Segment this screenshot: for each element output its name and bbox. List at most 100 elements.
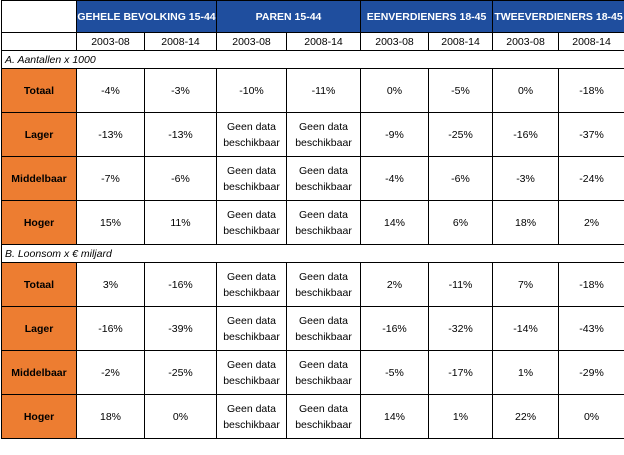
no-data-line-2: beschikbaar — [223, 224, 280, 237]
value-cell: -3% — [143, 68, 218, 113]
no-data-cell: Geen data beschikbaar — [216, 156, 288, 201]
no-data-cell: Geen data beschikbaar — [216, 394, 288, 439]
no-data-line-1: Geen data — [298, 208, 349, 221]
period-row: 2003-08 2008-14 2003-08 2008-14 2003-08 2008-… — [1, 32, 624, 51]
value-cell: -16% — [76, 306, 145, 351]
value-cell: -5% — [428, 68, 494, 113]
row-label: Lager — [1, 112, 77, 157]
value-cell: -11% — [286, 68, 362, 113]
table-row: Totaal 3% -16% Geen data beschikbaar Geen dat… — [1, 262, 624, 307]
section-title-row: B. Loonsom x € miljard — [0, 244, 624, 263]
value-cell: -25% — [428, 112, 494, 157]
period-header: 2003-08 — [76, 32, 145, 51]
comparison-table: GEHELE BEVOLKING 15-44 PAREN 15-44 EENVERD… — [0, 0, 624, 439]
no-data-cell: Geen data beschikbaar — [286, 306, 362, 351]
no-data-cell: Geen data beschikbaar — [216, 350, 288, 395]
value-cell: -24% — [558, 156, 624, 201]
value-cell: -16% — [492, 112, 560, 157]
no-data-cell: Geen data beschikbaar — [286, 200, 362, 245]
group-header-row: GEHELE BEVOLKING 15-44 PAREN 15-44 EENVERD… — [1, 0, 624, 33]
value-cell: -16% — [360, 306, 430, 351]
value-cell: 3% — [76, 262, 145, 307]
row-label: Hoger — [1, 394, 77, 439]
table-row: Lager -16% -39% Geen data beschikbaar Geen da… — [1, 306, 624, 351]
no-data-line-1: Geen data — [226, 270, 277, 283]
no-data-line-2: beschikbaar — [295, 136, 352, 149]
no-data-line-2: beschikbaar — [295, 180, 352, 193]
period-header: 2003-08 — [360, 32, 430, 51]
value-cell: -5% — [360, 350, 430, 395]
section-title: A. Aantallen x 1000 — [0, 50, 624, 69]
value-cell: 7% — [492, 262, 560, 307]
group-header: TWEEVERDIENERS 18-45 — [492, 0, 624, 33]
row-label: Middelbaar — [1, 350, 77, 395]
value-cell: -25% — [143, 350, 218, 395]
period-corner-cell — [1, 32, 77, 51]
value-cell: 11% — [143, 200, 218, 245]
value-cell: 14% — [360, 200, 430, 245]
value-cell: -6% — [143, 156, 218, 201]
no-data-line-1: Geen data — [226, 358, 277, 371]
row-label: Totaal — [1, 262, 77, 307]
row-label: Middelbaar — [1, 156, 77, 201]
no-data-line-2: beschikbaar — [295, 418, 352, 431]
no-data-cell: Geen data beschikbaar — [286, 156, 362, 201]
no-data-line-1: Geen data — [298, 402, 349, 415]
value-cell: -32% — [428, 306, 494, 351]
no-data-line-1: Geen data — [226, 402, 277, 415]
value-cell: 15% — [76, 200, 145, 245]
no-data-line-1: Geen data — [226, 208, 277, 221]
section-title: B. Loonsom x € miljard — [0, 244, 624, 263]
no-data-line-2: beschikbaar — [223, 136, 280, 149]
no-data-line-2: beschikbaar — [295, 224, 352, 237]
period-header: 2003-08 — [492, 32, 560, 51]
value-cell: -7% — [76, 156, 145, 201]
value-cell: -11% — [428, 262, 494, 307]
value-cell: 2% — [360, 262, 430, 307]
period-header: 2008-14 — [558, 32, 624, 51]
no-data-cell: Geen data beschikbaar — [216, 262, 288, 307]
value-cell: -17% — [428, 350, 494, 395]
period-header: 2008-14 — [428, 32, 494, 51]
table-row: Middelbaar -2% -25% Geen data beschikbaar Gee… — [1, 350, 624, 395]
value-cell: 18% — [492, 200, 560, 245]
value-cell: -6% — [428, 156, 494, 201]
value-cell: -29% — [558, 350, 624, 395]
value-cell: 0% — [558, 394, 624, 439]
value-cell: -16% — [143, 262, 218, 307]
value-cell: -39% — [143, 306, 218, 351]
table-body: GEHELE BEVOLKING 15-44 PAREN 15-44 EENVERD… — [0, 0, 624, 439]
group-header: GEHELE BEVOLKING 15-44 — [75, 0, 218, 33]
table-row: Lager -13% -13% Geen data beschikbaar Geen da… — [1, 112, 624, 157]
table-row: Middelbaar -7% -6% Geen data beschikbaar Geen… — [1, 156, 624, 201]
period-header: 2003-08 — [216, 32, 288, 51]
no-data-line-1: Geen data — [298, 120, 349, 133]
value-cell: 2% — [558, 200, 624, 245]
value-cell: -4% — [360, 156, 430, 201]
no-data-line-2: beschikbaar — [295, 286, 352, 299]
no-data-line-1: Geen data — [226, 120, 277, 133]
value-cell: -2% — [76, 350, 145, 395]
value-cell: -37% — [558, 112, 624, 157]
value-cell: -3% — [492, 156, 560, 201]
no-data-line-2: beschikbaar — [295, 330, 352, 343]
no-data-line-1: Geen data — [298, 270, 349, 283]
no-data-line-2: beschikbaar — [223, 418, 280, 431]
value-cell: -13% — [143, 112, 218, 157]
no-data-line-2: beschikbaar — [223, 286, 280, 299]
value-cell: -13% — [76, 112, 145, 157]
table-row: Hoger 18% 0% Geen data beschikbaar Geen data b… — [1, 394, 624, 439]
no-data-cell: Geen data beschikbaar — [216, 306, 288, 351]
no-data-line-1: Geen data — [226, 314, 277, 327]
section-title-row: A. Aantallen x 1000 — [0, 50, 624, 69]
no-data-line-1: Geen data — [226, 164, 277, 177]
value-cell: 1% — [492, 350, 560, 395]
table-row: Hoger 15% 11% Geen data beschikbaar Geen data… — [1, 200, 624, 245]
no-data-line-2: beschikbaar — [223, 330, 280, 343]
row-label: Hoger — [1, 200, 77, 245]
group-header: PAREN 15-44 — [216, 0, 362, 33]
value-cell: 6% — [428, 200, 494, 245]
value-cell: -18% — [558, 262, 624, 307]
value-cell: 22% — [492, 394, 560, 439]
no-data-line-2: beschikbaar — [295, 374, 352, 387]
